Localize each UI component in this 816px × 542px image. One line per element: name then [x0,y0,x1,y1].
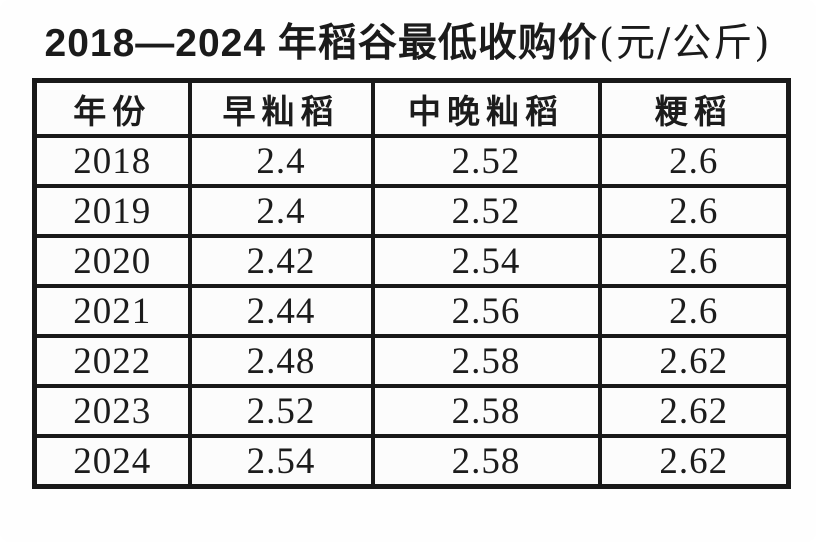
price-cell: 2.58 [370,334,602,388]
price-cell: 2.42 [187,234,375,288]
year-cell: 2023 [32,384,192,438]
price-cell: 2.6 [597,284,791,338]
price-cell: 2.54 [187,434,375,489]
title-unit: (元/公斤) [598,21,772,66]
table-row: 2022 2.48 2.58 2.62 [32,334,791,388]
price-cell: 2.58 [370,434,602,489]
price-cell: 2.58 [370,384,602,438]
title-text: 2018—2024 年稻谷最低收购价 [44,22,598,65]
page-title: 2018—2024 年稻谷最低收购价(元/公斤) [0,12,816,68]
table-row: 2018 2.4 2.52 2.6 [32,134,791,188]
price-cell: 2.4 [187,184,375,238]
price-cell: 2.52 [370,134,602,188]
column-header-early-indica: 早籼稻 [187,78,375,138]
price-cell: 2.52 [370,184,602,238]
year-cell: 2024 [32,434,192,489]
price-cell: 2.62 [597,384,791,438]
price-cell: 2.44 [187,284,375,338]
column-header-mid-late-indica: 中晚籼稻 [370,78,602,138]
price-cell: 2.54 [370,234,602,288]
year-cell: 2018 [32,134,192,188]
column-header-year: 年份 [32,78,192,138]
year-cell: 2022 [32,334,192,388]
rice-price-table: 年份 早籼稻 中晚籼稻 粳稻 2018 2.4 2.52 2.6 2019 2.… [32,78,791,489]
year-cell: 2020 [32,234,192,288]
year-cell: 2021 [32,284,192,338]
price-cell: 2.6 [597,234,791,288]
table-row: 2024 2.54 2.58 2.62 [32,434,791,489]
price-cell: 2.6 [597,184,791,238]
price-cell: 2.62 [597,334,791,388]
table-row: 2023 2.52 2.58 2.62 [32,384,791,438]
table-row: 2021 2.44 2.56 2.6 [32,284,791,338]
year-cell: 2019 [32,184,192,238]
price-cell: 2.6 [597,134,791,188]
table-row: 2020 2.42 2.54 2.6 [32,234,791,288]
price-cell: 2.52 [187,384,375,438]
column-header-japonica: 粳稻 [597,78,791,138]
header-row: 年份 早籼稻 中晚籼稻 粳稻 [32,78,791,138]
price-cell: 2.4 [187,134,375,188]
price-cell: 2.62 [597,434,791,489]
table-row: 2019 2.4 2.52 2.6 [32,184,791,238]
price-cell: 2.56 [370,284,602,338]
price-cell: 2.48 [187,334,375,388]
